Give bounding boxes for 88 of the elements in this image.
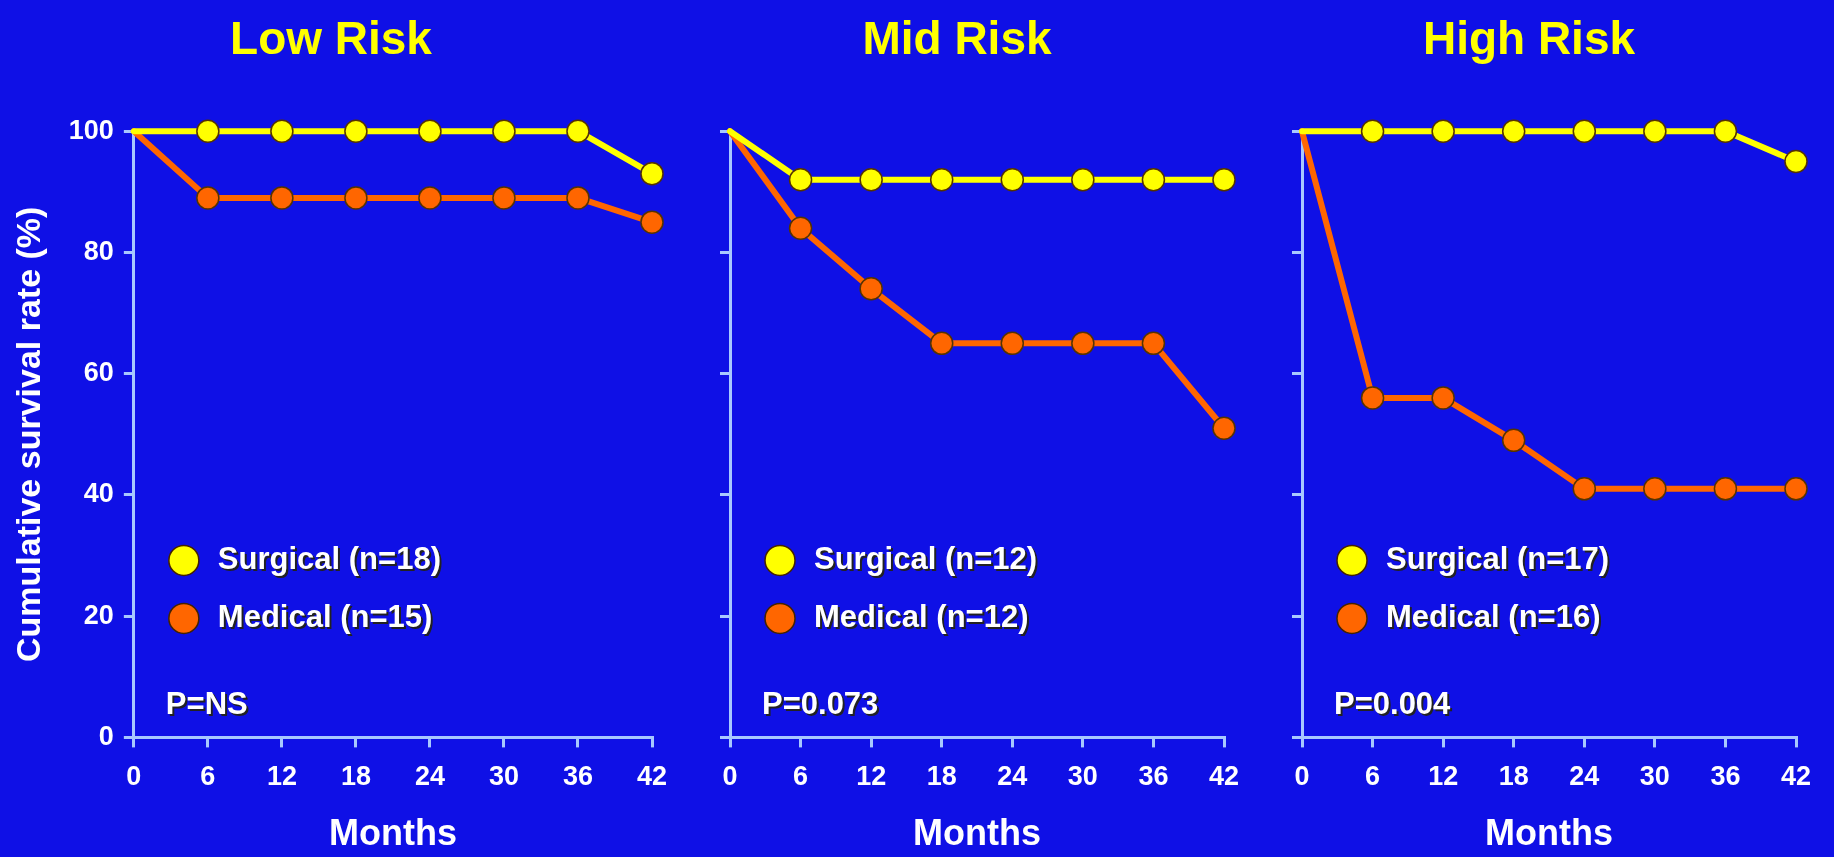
point (859, 277, 883, 301)
chart-title: Mid Risk (862, 12, 1052, 65)
point (788, 216, 813, 240)
x-tick-label: 30 (1639, 761, 1670, 792)
point (1784, 477, 1808, 501)
point (1000, 167, 1025, 192)
x-tick-label: 18 (340, 761, 371, 792)
y-axis-title: Cumulative survival rate (%) (8, 206, 47, 662)
y-tick-label: 0 (98, 720, 114, 751)
point (1431, 386, 1455, 410)
legend-label: Surgical (n=17) (1386, 540, 1610, 576)
x-axis-title: Months (1485, 812, 1613, 854)
y-tick-label: 80 (83, 235, 114, 266)
x-tick-label: 6 (1365, 761, 1381, 792)
x-tick-label: 6 (200, 761, 216, 792)
x-tick-label: 24 (997, 761, 1028, 792)
annotation: P=0.004 (1334, 685, 1452, 721)
point (929, 167, 954, 192)
legend-label: Surgical (n=18) (217, 540, 441, 576)
x-tick-label: 24 (1569, 761, 1600, 792)
x-tick-label: 42 (1208, 761, 1240, 792)
point (929, 331, 954, 356)
point (1501, 428, 1526, 453)
point (1713, 477, 1738, 501)
point (1000, 331, 1025, 356)
point (344, 186, 368, 210)
point (1141, 167, 1166, 192)
y-tick-label: 40 (83, 478, 114, 509)
x-tick-label: 12 (1428, 761, 1459, 792)
legend-label: Surgical (n=12) (814, 540, 1038, 576)
x-tick-label: 24 (414, 761, 445, 792)
chart-title: Low Risk (230, 12, 433, 65)
y-tick-label: 20 (83, 599, 114, 630)
x-tick-label: 30 (1067, 761, 1098, 792)
y-tick-label: 60 (83, 357, 114, 388)
point (1643, 477, 1667, 501)
point (640, 161, 664, 186)
point (1071, 331, 1095, 356)
point (344, 119, 368, 143)
point (196, 186, 220, 210)
x-tick-label: 18 (926, 761, 957, 792)
x-axis-title: Months (913, 812, 1041, 854)
x-tick-label: 0 (722, 761, 738, 792)
point (418, 119, 442, 143)
x-tick-label: 6 (793, 761, 809, 792)
x-tick-label: 36 (1710, 761, 1741, 792)
x-tick-label: 0 (126, 761, 142, 792)
point (1071, 167, 1095, 192)
point (1212, 167, 1236, 192)
point (1141, 331, 1166, 356)
chart-title: High Risk (1422, 12, 1636, 65)
x-tick-label: 30 (488, 761, 519, 792)
point (1360, 386, 1385, 410)
point (1572, 119, 1597, 143)
x-tick-label: 42 (1780, 761, 1812, 792)
x-tick-label: 12 (266, 761, 297, 792)
x-tick-label: 12 (856, 761, 887, 792)
x-tick-label: 18 (1498, 761, 1529, 792)
legend-label: Medical (n=12) (814, 598, 1029, 634)
point (270, 186, 294, 210)
point (270, 119, 294, 143)
x-tick-label: 36 (562, 761, 593, 792)
x-tick-label: 42 (636, 761, 668, 792)
x-tick-label: 36 (1138, 761, 1169, 792)
point (492, 186, 516, 210)
point (1784, 149, 1808, 174)
point (1643, 119, 1667, 143)
point (1501, 119, 1526, 143)
point (788, 167, 813, 192)
point (1431, 119, 1455, 143)
point (566, 186, 590, 210)
x-tick-label: 0 (1294, 761, 1310, 792)
annotation: P=NS (167, 687, 250, 723)
legend-label: Medical (n=16) (1386, 598, 1601, 634)
point (566, 119, 590, 143)
point (196, 119, 220, 143)
point (1212, 416, 1236, 440)
legend-label: Medical (n=15) (217, 598, 433, 634)
point (640, 210, 664, 234)
y-tick-label: 100 (68, 114, 114, 145)
annotation: P=0.073 (764, 687, 881, 723)
point (418, 186, 442, 210)
point (1360, 119, 1385, 143)
x-axis-title: Months (328, 812, 457, 854)
point (492, 119, 516, 143)
point (1713, 119, 1738, 143)
point (1572, 477, 1597, 501)
point (859, 167, 883, 192)
